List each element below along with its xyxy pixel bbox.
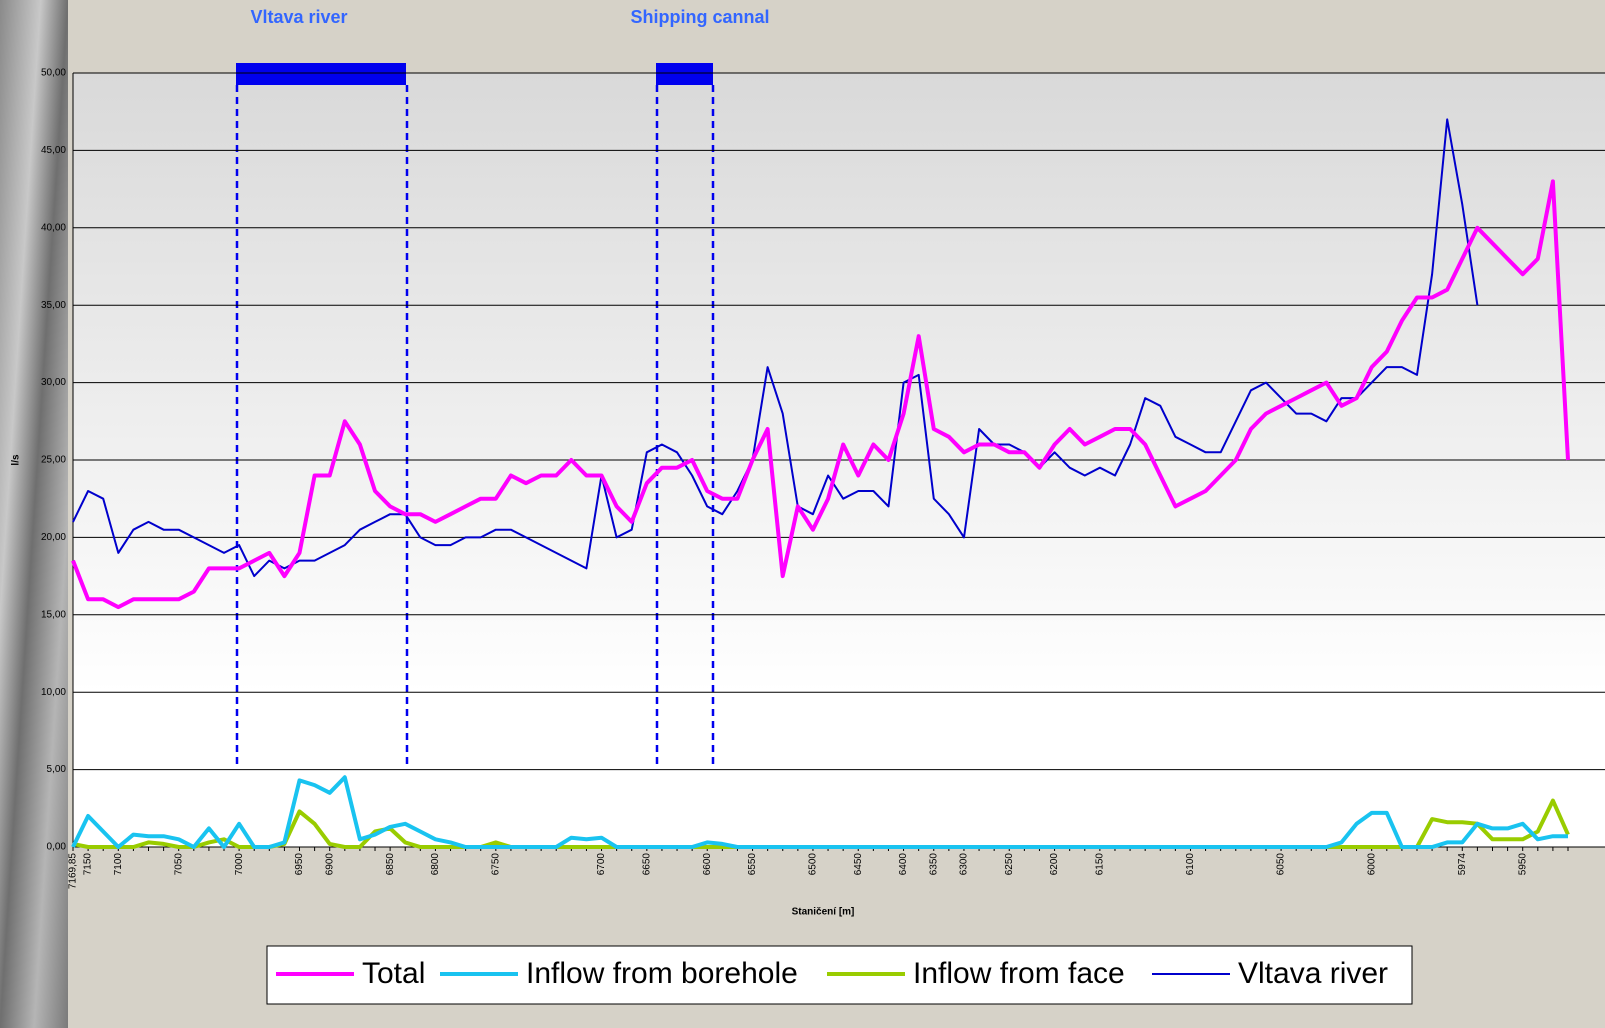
- x-tick-label: 6050: [1276, 853, 1287, 876]
- x-tick-label: 6550: [747, 853, 758, 876]
- annotation: Shipping cannal: [630, 7, 769, 27]
- x-tick-label: 6150: [1095, 853, 1106, 876]
- y-tick-label: 50,00: [41, 68, 66, 79]
- x-tick-label: 6850: [385, 853, 396, 876]
- y-tick-label: 40,00: [41, 222, 66, 233]
- legend-label: Inflow from borehole: [526, 957, 798, 990]
- x-tick-label: 6300: [959, 853, 970, 876]
- y-tick-label: 35,00: [41, 300, 66, 311]
- x-tick-label: 6750: [490, 853, 501, 876]
- x-tick-label: 6700: [596, 853, 607, 876]
- x-tick-label: 6900: [324, 853, 335, 876]
- zone-band: [236, 63, 406, 85]
- zone-lines: [235, 85, 715, 768]
- y-tick-label: 5,00: [47, 764, 67, 775]
- x-tick-label: 6450: [853, 853, 864, 876]
- x-tick-label: 6000: [1366, 853, 1377, 876]
- x-tick-label: 7050: [173, 853, 184, 876]
- x-tick-label: 6500: [808, 853, 819, 876]
- legend-label: Vltava river: [1238, 957, 1388, 990]
- x-tick-label: 7169,85: [68, 853, 79, 890]
- x-tick-label: 6100: [1185, 853, 1196, 876]
- zone-band: [656, 63, 713, 85]
- x-tick-label: 7000: [234, 853, 245, 876]
- x-tick-label: 6800: [430, 853, 441, 876]
- photo-strip: [0, 0, 68, 1028]
- x-tick-label: 5950: [1517, 853, 1528, 876]
- y-tick-label: 20,00: [41, 532, 66, 543]
- x-axis-title: Staničení [m]: [792, 907, 855, 918]
- series-line: [71, 775, 1568, 849]
- y-tick-label: 0,00: [47, 842, 67, 853]
- y-tick-label: 25,00: [41, 455, 66, 466]
- series-line: [71, 179, 1570, 610]
- x-tick-label: 6400: [898, 853, 909, 876]
- x-tick-label: 6950: [294, 853, 305, 876]
- x-tick-label: 6200: [1049, 853, 1060, 876]
- y-tick-label: 10,00: [41, 687, 66, 698]
- y-tick-label: 15,00: [41, 609, 66, 620]
- x-tick-label: 6350: [928, 853, 939, 876]
- legend-label: Total: [362, 957, 425, 990]
- x-tick-label: 6600: [702, 853, 713, 876]
- x-tick-label: 7150: [83, 853, 94, 876]
- annotation: Vltava river: [250, 7, 347, 27]
- y-axis-title: l/s: [11, 454, 22, 466]
- x-tick-label: 7100: [113, 853, 124, 876]
- x-tick-label: 6650: [641, 853, 652, 876]
- y-tick-label: 45,00: [41, 145, 66, 156]
- x-tick-label: 5974: [1457, 853, 1468, 876]
- x-tick-label: 6250: [1004, 853, 1015, 876]
- y-tick-label: 30,00: [41, 377, 66, 388]
- series-line: [72, 118, 1479, 578]
- legend-label: Inflow from face: [913, 957, 1125, 990]
